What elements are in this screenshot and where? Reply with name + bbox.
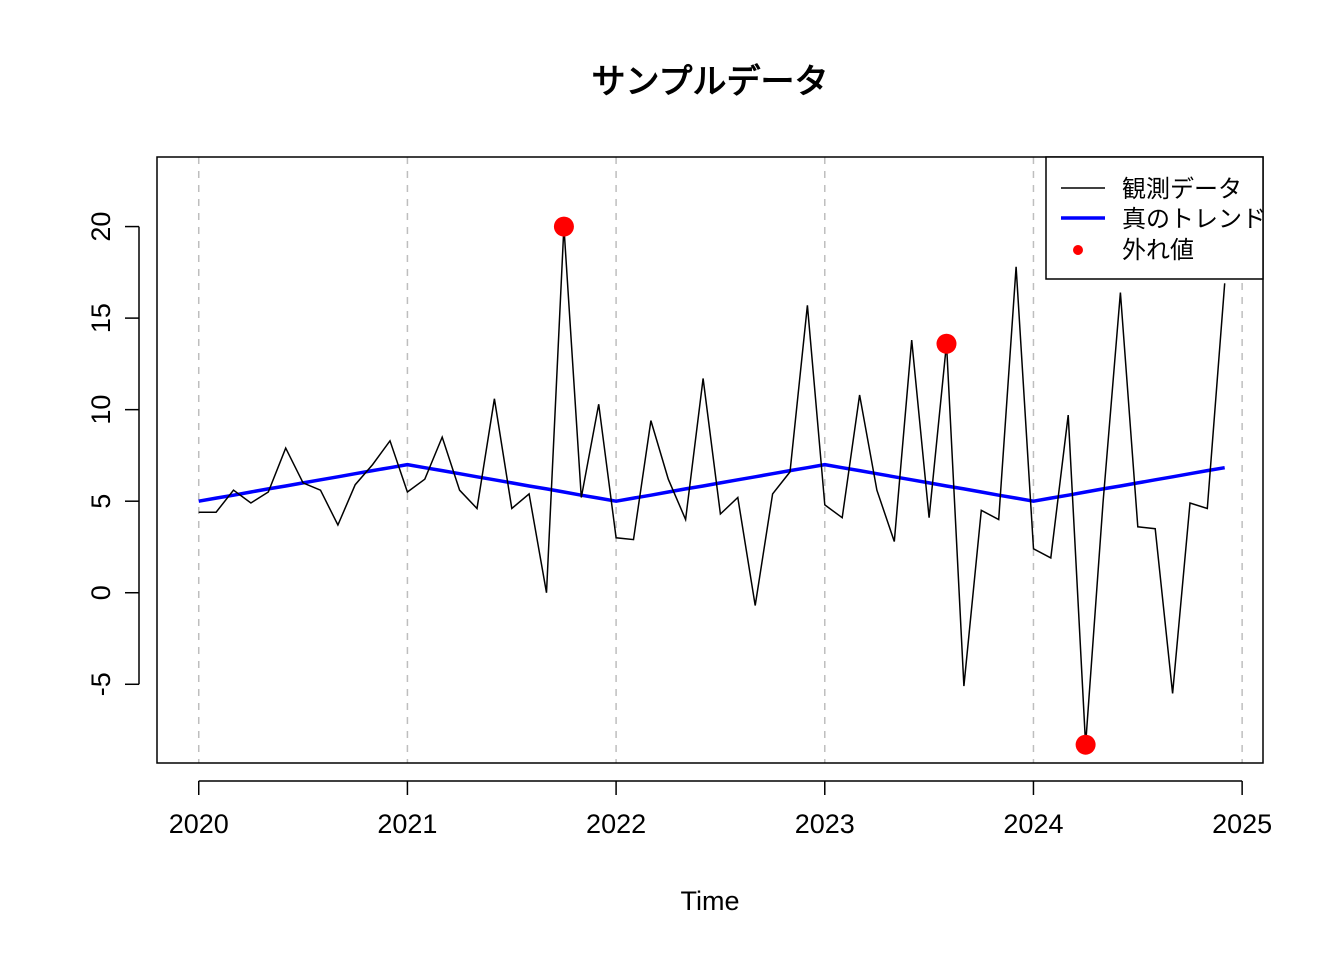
outlier-point <box>936 333 957 354</box>
y-tick-label: 10 <box>86 395 116 425</box>
x-tick-label: 2024 <box>1003 809 1063 839</box>
observed-layer <box>198 226 1226 745</box>
plot-frame <box>156 156 1264 764</box>
chart-title: サンプルデータ <box>592 62 829 101</box>
y-tick-label: 0 <box>86 585 116 600</box>
trend-layer <box>198 462 1225 503</box>
legend: 観測データ 真のトレンド 外れ値 <box>1045 156 1266 280</box>
legend-trend-label: 真のトレンド <box>1122 206 1266 233</box>
y-axis: -5 0 5 10 15 20 <box>86 212 140 696</box>
legend-outlier-swatch <box>1073 245 1083 255</box>
x-tick-label: 2020 <box>169 809 229 839</box>
x-tick-label: 2022 <box>586 809 646 839</box>
x-tick-label: 2023 <box>795 809 855 839</box>
observed-data-line <box>198 226 1226 745</box>
outlier-point <box>553 216 574 237</box>
outlier-layer <box>553 216 1096 755</box>
legend-observed-label: 観測データ <box>1122 176 1242 203</box>
y-tick-label: 5 <box>86 494 116 509</box>
legend-outlier-label: 外れ値 <box>1122 237 1194 264</box>
x-axis: 2020 2021 2022 2023 2024 2025 <box>169 780 1272 839</box>
y-tick-label: 20 <box>86 212 116 242</box>
trend-line <box>198 462 1225 503</box>
outlier-point <box>1075 734 1096 755</box>
y-tick-label: 15 <box>86 303 116 333</box>
x-tick-label: 2025 <box>1212 809 1272 839</box>
y-tick-label: -5 <box>86 672 116 696</box>
x-axis-label: Time <box>681 886 740 916</box>
x-tick-label: 2021 <box>377 809 437 839</box>
